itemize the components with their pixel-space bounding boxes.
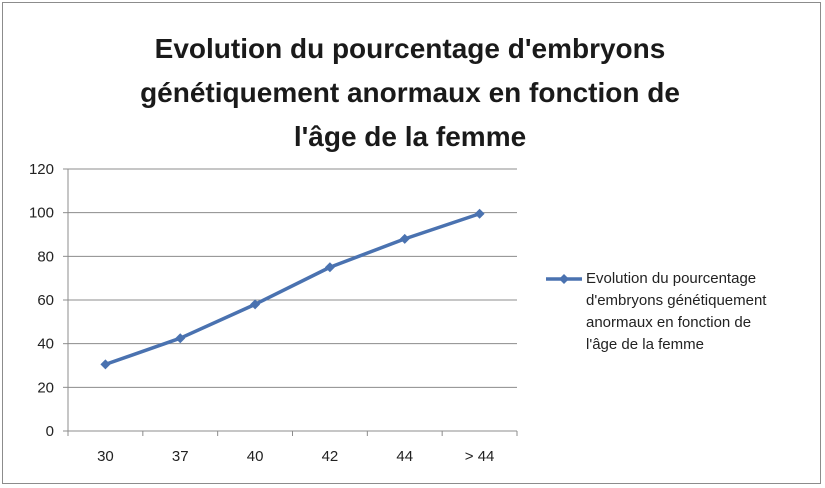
data-point-0-2 [250,299,261,310]
data-point-0-3 [324,262,335,273]
legend-label: Evolution du pourcentage d'embryons géné… [586,268,816,356]
legend-line-2: d'embryons génétiquement [586,292,767,309]
data-point-0-4 [399,233,410,244]
gridlines [68,168,517,388]
x-tick-label-0: 30 [97,448,114,465]
chart-title-line-2: génétiquement anormaux en fonction de [140,77,680,108]
data-point-0-1 [175,333,186,344]
data-point-0-5 [474,208,485,219]
y-tick-label-100: 100 [29,205,54,222]
y-tick-label-20: 20 [37,379,54,396]
series-layer [100,208,485,370]
x-tick-label-5: > 44 [465,448,495,465]
x-tick-labels: 30 37 40 42 44 > 44 [97,448,494,465]
axes [63,168,518,436]
x-tick-label-4: 44 [396,448,413,465]
x-tick-label-3: 42 [322,448,339,465]
y-tick-label-40: 40 [37,336,54,353]
y-tick-label-80: 80 [37,248,54,265]
x-tick-label-1: 37 [172,448,189,465]
y-tick-labels: 0 20 40 60 80 100 120 [29,161,54,440]
legend-line-3: anormaux en fonction de [586,314,752,331]
x-tick-label-2: 40 [247,448,264,465]
chart-title-line-3: l'âge de la femme [293,121,527,152]
legend-line-1: Evolution du pourcentage [586,270,757,287]
chart-title-line-1: Evolution du pourcentage d'embryons [154,33,666,64]
series-line-0 [104,212,481,367]
y-tick-label-60: 60 [37,292,54,309]
y-tick-label-0: 0 [46,423,54,440]
data-point-0-0 [100,359,111,370]
legend-marker [546,274,582,284]
legend-marker-swatch [559,274,569,284]
legend-line-4: l'âge de la femme [586,336,704,353]
chart-title: Evolution du pourcentage d'embryons géné… [60,27,760,159]
y-tick-label-120: 120 [29,161,54,178]
